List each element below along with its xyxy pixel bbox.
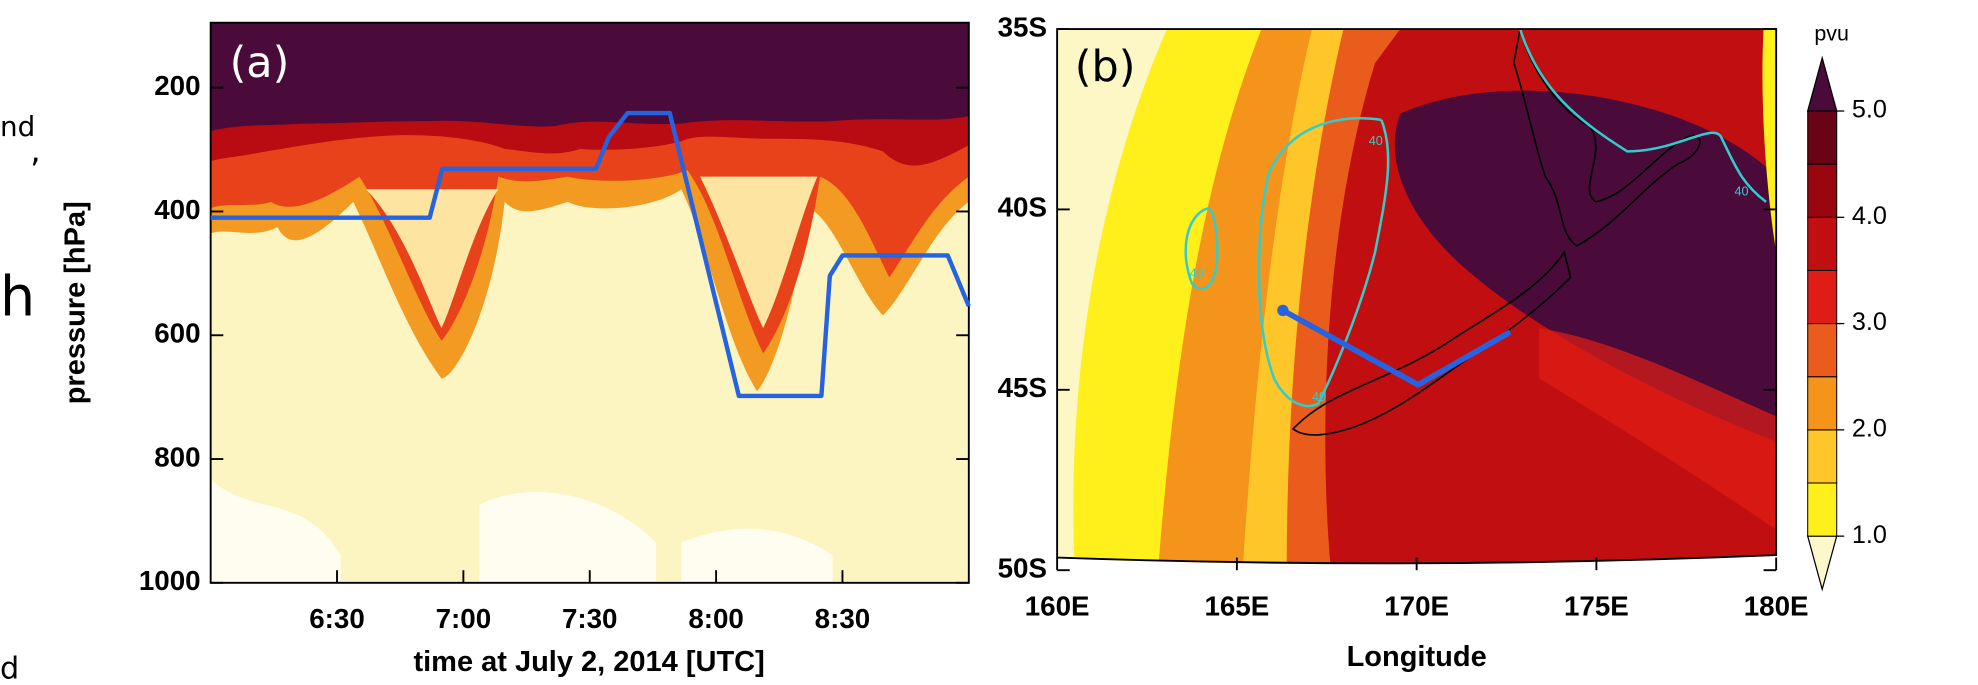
colorbar-tick-label: 5.0 [1852, 96, 1887, 124]
colorbar-bin [1807, 163, 1838, 218]
x-tick-label: 8:30 [815, 603, 871, 634]
y-tick-label: 50S [998, 553, 1047, 584]
y-tick-label: 200 [154, 70, 200, 101]
field-b [1057, 29, 1777, 564]
y-tick-label: 1000 [139, 565, 201, 596]
y-tick-label: 400 [154, 194, 200, 225]
flight-track [210, 110, 971, 399]
margin-text: nd [0, 110, 35, 143]
contour-label: 40 [1735, 185, 1749, 199]
x-tick-label: 165E [1204, 590, 1269, 621]
y-tick-label: 40S [998, 192, 1047, 223]
x-tick-label: 6:30 [309, 603, 365, 634]
panel-a: 6:30 7:00 7:30 8:00 8:30 200 400 600 800 1000 [139, 70, 971, 634]
colorbar-under [1806, 535, 1838, 592]
panel-label: (b) [1075, 42, 1136, 92]
y-tick-label: 800 [154, 441, 200, 472]
x-axis-label: time at July 2, 2014 [UTC] [413, 646, 764, 678]
track-point [1277, 304, 1289, 317]
margin-text: d [0, 652, 19, 685]
x-tick-label: 160E [1025, 590, 1090, 621]
margin-text: , [30, 131, 40, 169]
x-tick-label: 7:00 [436, 603, 492, 634]
y-tick-label: 600 [154, 318, 200, 349]
colorbar-tick-label: 4.0 [1852, 202, 1887, 230]
colorbar-tick-label: 1.0 [1852, 521, 1887, 549]
x-tick-label: 175E [1564, 590, 1629, 621]
colorbar-tick-label: 2.0 [1852, 415, 1887, 443]
contour-label: 40 [1369, 134, 1383, 148]
colorbar-bin [1807, 482, 1838, 537]
x-tick-label: 170E [1384, 590, 1449, 621]
colorbar-over [1806, 55, 1838, 112]
field-a [210, 22, 969, 583]
colorbar-bin [1807, 216, 1838, 271]
x-tick-label: 8:00 [688, 603, 744, 634]
flight-track [1281, 307, 1512, 388]
colorbar-bin [1807, 376, 1838, 431]
colorbar-bin [1807, 429, 1838, 484]
contour-label: 40 [1190, 267, 1204, 281]
x-tick-label: 180E [1744, 590, 1809, 621]
margin-text: h [0, 264, 35, 329]
colorbar-bin [1807, 269, 1838, 325]
y-tick-label: 35S [998, 11, 1047, 42]
colorbar-bin [1807, 110, 1838, 165]
map-frame [1056, 28, 1778, 565]
x-tick-label: 7:30 [562, 603, 618, 634]
colorbar-bin [1807, 323, 1838, 378]
contour-label: 40 [1312, 390, 1326, 404]
colorbar-tick-label: 3.0 [1852, 308, 1887, 336]
colorbar-title: pvu [1814, 21, 1849, 45]
y-tick-label: 45S [998, 372, 1047, 403]
panel-b: 160E 165E 170E 175E 180E 50S 45S 40S 35S [998, 11, 1809, 621]
panel-label: (a) [230, 38, 290, 88]
y-axis-label: pressure [hPa] [60, 201, 92, 404]
x-axis-label: Longitude [1347, 641, 1487, 673]
colorbar: 1.0 2.0 3.0 4.0 5.0 [1806, 55, 1887, 592]
